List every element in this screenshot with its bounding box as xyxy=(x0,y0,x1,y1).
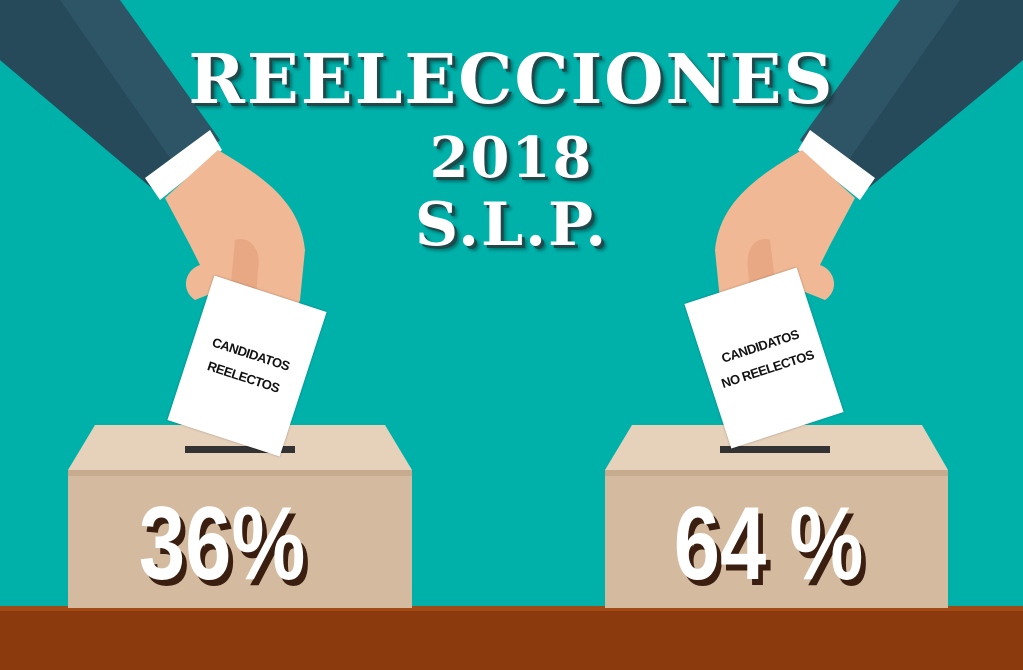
percent-reelected: 36% xyxy=(138,486,306,602)
percent-not-reelected: 64 % xyxy=(673,486,864,602)
left-arm xyxy=(0,0,305,327)
title-line-1: REELECCIONES xyxy=(188,40,835,120)
ballot-slot xyxy=(185,446,295,453)
title-year: 2018 xyxy=(429,125,594,191)
ballot-box-left xyxy=(68,425,412,608)
ballot-slot xyxy=(720,446,830,453)
right-arm xyxy=(715,0,1023,327)
floor xyxy=(0,606,1023,670)
title-state: S.L.P. xyxy=(414,190,609,260)
ballot-box-right xyxy=(605,425,948,608)
